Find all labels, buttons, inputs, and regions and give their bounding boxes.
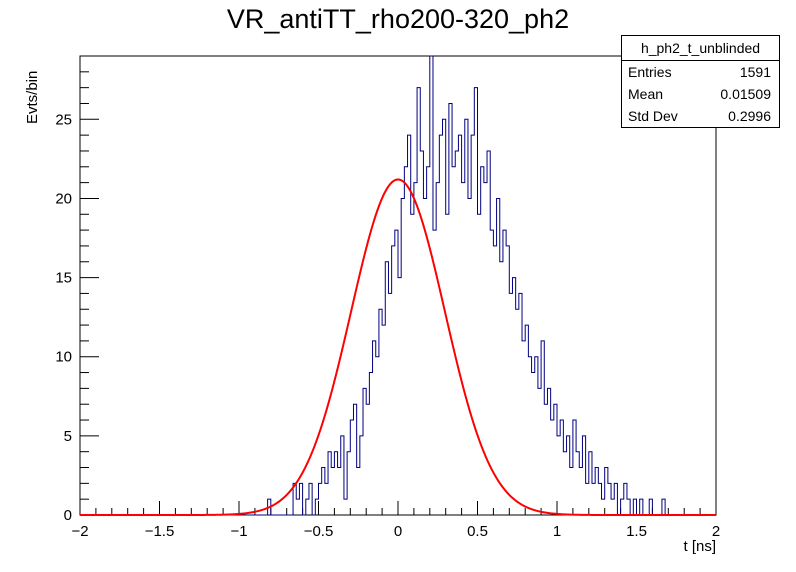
x-tick-label: −2 <box>71 523 88 540</box>
stats-row-stddev: Std Dev 0.2996 <box>622 105 779 127</box>
stats-value: 0.01509 <box>720 86 771 102</box>
x-tick-label: −1.5 <box>145 523 175 540</box>
stats-value: 1591 <box>739 64 771 80</box>
x-tick-label: −0.5 <box>304 523 334 540</box>
fit-series <box>80 178 716 516</box>
x-tick-label: −1 <box>230 523 247 540</box>
y-tick-label: 20 <box>55 190 72 207</box>
stats-box: h_ph2_t_unblinded Entries 1591 Mean 0.01… <box>621 35 780 128</box>
x-axis-label: t [ns] <box>683 538 716 555</box>
stats-row-entries: Entries 1591 <box>622 61 779 83</box>
stats-header: h_ph2_t_unblinded <box>622 36 779 61</box>
x-tick-label: 1 <box>553 523 561 540</box>
x-tick-label: 1.5 <box>626 523 647 540</box>
x-tick-label: 0 <box>394 523 402 540</box>
histogram-series <box>80 55 716 516</box>
stats-label: Entries <box>628 64 672 80</box>
y-tick-label: 15 <box>55 270 72 287</box>
y-axis-label: Evts/bin <box>24 70 41 124</box>
x-tick-label: 2 <box>712 523 720 540</box>
stats-row-mean: Mean 0.01509 <box>622 83 779 105</box>
y-tick-label: 25 <box>55 111 72 128</box>
histogram-line <box>80 55 716 516</box>
gaussian-fit-line <box>80 178 716 516</box>
y-tick-label: 10 <box>55 349 72 366</box>
x-tick-label: 0.5 <box>467 523 488 540</box>
stats-label: Mean <box>628 86 664 102</box>
y-tick-label: 0 <box>64 507 72 524</box>
stats-label: Std Dev <box>628 108 678 124</box>
stats-value: 0.2996 <box>728 108 771 124</box>
chart-title: VR_antiTT_rho200-320_ph2 <box>226 4 570 34</box>
y-tick-label: 5 <box>64 428 72 445</box>
